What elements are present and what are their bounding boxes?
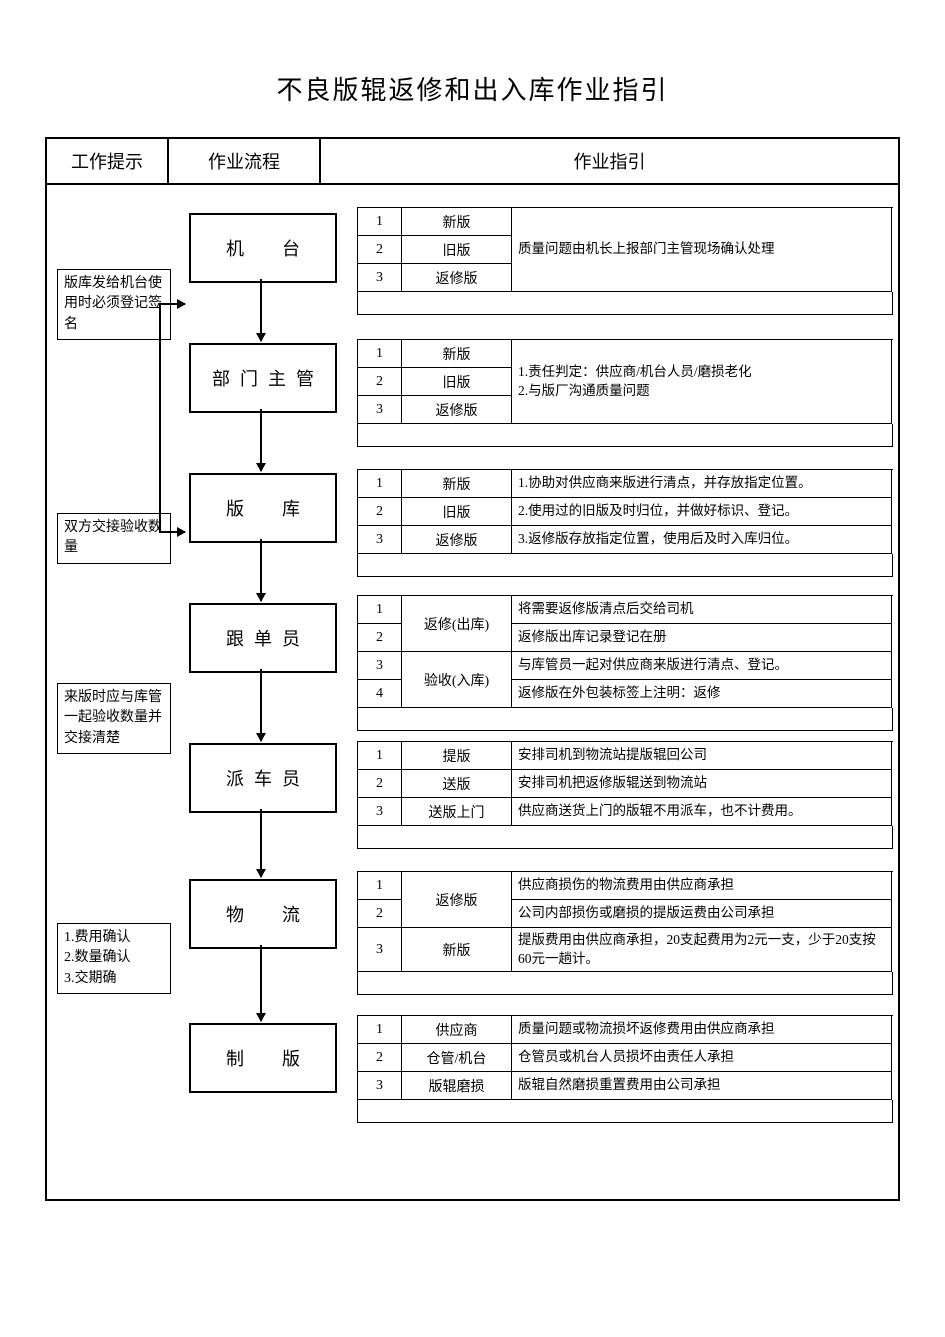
tip-3: 来版时应与库管一起验收数量并交接清楚 xyxy=(57,683,171,754)
tip2-conn xyxy=(159,531,185,533)
hdr-flow: 作业流程 xyxy=(169,139,321,183)
flow-node-2: 版 库 xyxy=(189,473,337,543)
doc-title: 不良版辊返修和出入库作业指引 xyxy=(45,70,900,107)
tip-4: 1.费用确认2.数量确认3.交期确 xyxy=(57,923,171,994)
guide-dispatcher: 1提版安排司机到物流站提版辊回公司2送版安排司机把返修版辊送到物流站3送版上门供… xyxy=(357,741,893,849)
guide-supervisor: 1新版2旧版3返修版 1.责任判定：供应商/机台人员/磨损老化2.与版厂沟通质量… xyxy=(357,339,893,447)
arrow-3 xyxy=(260,669,262,741)
flow-node-1: 部门主管 xyxy=(189,343,337,413)
tip12-vline xyxy=(159,303,161,533)
flow-node-3: 跟单员 xyxy=(189,603,337,673)
flow-node-5: 物 流 xyxy=(189,879,337,949)
guide-warehouse: 1新版1.协助对供应商来版进行清点，并存放指定位置。2旧版2.使用过的旧版及时归… xyxy=(357,469,893,577)
flow-node-6: 制 版 xyxy=(189,1023,337,1093)
hdr-guide: 作业指引 xyxy=(321,139,898,183)
arrow-2 xyxy=(260,539,262,601)
arrow-5 xyxy=(260,945,262,1021)
diagram-body: 机 台部门主管版 库跟单员派车员物 流制 版 版库发给机台使用时必须登记签名双方交… xyxy=(47,183,898,1199)
tip1-conn xyxy=(159,303,185,305)
arrow-4 xyxy=(260,809,262,877)
guide-follower: 12 返修(出库) 将需要返修版清点后交给司机返修版出库记录登记在册 34 验收… xyxy=(357,595,893,731)
tip-1: 版库发给机台使用时必须登记签名 xyxy=(57,269,171,340)
arrow-1 xyxy=(260,409,262,471)
flow-node-4: 派车员 xyxy=(189,743,337,813)
main-frame: 工作提示 作业流程 作业指引 机 台部门主管版 库跟单员派车员物 流制 版 版库发… xyxy=(45,137,900,1201)
tip-2: 双方交接验收数量 xyxy=(57,513,171,564)
header-row: 工作提示 作业流程 作业指引 xyxy=(47,139,898,185)
arrow-0 xyxy=(260,279,262,341)
guide-plate: 1供应商质量问题或物流损坏返修费用由供应商承担2仓管/机台仓管员或机台人员损坏由… xyxy=(357,1015,893,1123)
guide-machine: 1新版2旧版3返修版 质量问题由机长上报部门主管现场确认处理 xyxy=(357,207,893,315)
page: 不良版辊返修和出入库作业指引 工作提示 作业流程 作业指引 机 台部门主管版 库… xyxy=(0,0,945,1337)
guide-logistics: 12 返修版 供应商损伤的物流费用由供应商承担公司内部损伤或磨损的提版运费由公司… xyxy=(357,871,893,995)
flow-node-0: 机 台 xyxy=(189,213,337,283)
hdr-tip: 工作提示 xyxy=(47,139,169,183)
